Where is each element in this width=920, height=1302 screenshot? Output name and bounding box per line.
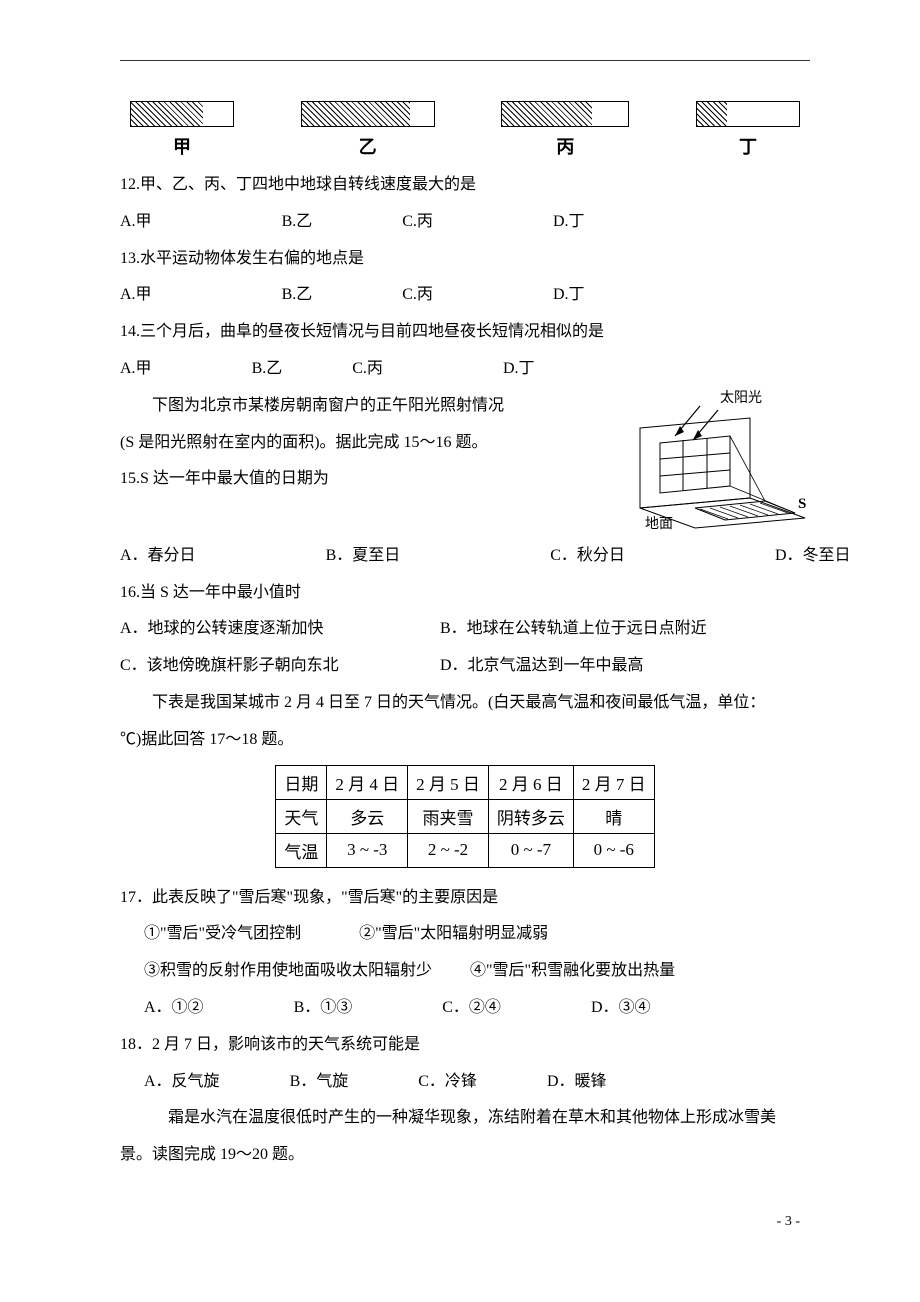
q16-stem: 16.当 S 达一年中最小值时 <box>120 575 810 612</box>
q12-opt-d: D.丁 <box>553 204 585 241</box>
q16-opt-c: C．该地傍晚旗杆影子朝向东北 <box>120 648 440 685</box>
cell: 阴转多云 <box>488 799 573 833</box>
q12-opt-a: A.甲 <box>120 204 152 241</box>
q16-opt-b: B．地球在公转轨道上位于远日点附近 <box>440 611 707 648</box>
q13-stem: 13.水平运动物体发生右偏的地点是 <box>120 241 810 278</box>
th-d2: 2 月 5 日 <box>408 765 489 799</box>
bar-bing-label: 丙 <box>556 133 574 159</box>
bar-yi-hatched <box>302 102 410 126</box>
th-d3: 2 月 6 日 <box>488 765 573 799</box>
q15-opt-b: B．夏至日 <box>326 538 401 575</box>
table-header-row: 日期 2 月 4 日 2 月 5 日 2 月 6 日 2 月 7 日 <box>276 765 654 799</box>
q14-stem: 14.三个月后，曲阜的昼夜长短情况与目前四地昼夜长短情况相似的是 <box>120 314 810 351</box>
passage17-l2: ℃)据此回答 17～18 题。 <box>120 722 810 759</box>
passage19-l2: 景。读图完成 19～20 题。 <box>120 1137 810 1174</box>
q18-opt-b: B．气旋 <box>290 1064 349 1101</box>
cell: 0 ~ -7 <box>488 833 573 867</box>
q17-s3: ③积雪的反射作用使地面吸收太阳辐射少 <box>144 962 432 979</box>
bar-ding: 丁 <box>696 101 800 159</box>
q15-opt-c: C．秋分日 <box>550 538 625 575</box>
s-label: S <box>798 496 806 512</box>
q18-options: A．反气旋 B．气旋 C．冷锋 D．暖锋 <box>120 1064 810 1101</box>
q13-opt-b: B.乙 <box>282 277 313 314</box>
q16-opt-a: A．地球的公转速度逐渐加快 <box>120 611 440 648</box>
q14-opt-d: D.丁 <box>503 351 535 388</box>
bar-bing-blank <box>592 102 628 126</box>
th-d4: 2 月 7 日 <box>573 765 654 799</box>
q17-s4: ④"雪后"积雪融化要放出热量 <box>470 962 675 979</box>
q17-options: A．①② B．①③ C．②④ D．③④ <box>120 990 810 1027</box>
bar-jia-hatched <box>131 102 203 126</box>
cell-temp-label: 气温 <box>276 833 327 867</box>
q15-stem: 15.S 达一年中最大值的日期为 <box>120 461 590 498</box>
q17-s1: ①"雪后"受冷气团控制 <box>144 925 301 942</box>
q14-opt-b: B.乙 <box>252 351 283 388</box>
bar-bing-hatched <box>502 102 592 126</box>
q13-opt-a: A.甲 <box>120 277 152 314</box>
q12-options: A.甲 B.乙 C.丙 D.丁 <box>120 204 810 241</box>
cell: 2 ~ -2 <box>408 833 489 867</box>
q15-options: A．春分日 B．夏至日 C．秋分日 D．冬至日 <box>120 538 810 575</box>
cell: 晴 <box>573 799 654 833</box>
cell: 多云 <box>327 799 408 833</box>
q17-stem: 17．此表反映了"雪后寒"现象，"雪后寒"的主要原因是 <box>120 880 810 917</box>
q17-opt-a: A．①② <box>144 990 204 1027</box>
q17-s2: ②"雪后"太阳辐射明显减弱 <box>359 925 548 942</box>
q16-options-row1: A．地球的公转速度逐渐加快 B．地球在公转轨道上位于远日点附近 <box>120 611 810 648</box>
q14-opt-a: A.甲 <box>120 351 152 388</box>
th-d1: 2 月 4 日 <box>327 765 408 799</box>
window-sunlight-figure: 太阳光 S 地面 <box>600 388 810 538</box>
q13-options: A.甲 B.乙 C.丙 D.丁 <box>120 277 810 314</box>
bar-jia-label: 甲 <box>173 133 191 159</box>
q17-opt-d: D．③④ <box>591 990 651 1027</box>
bar-ding-hatched <box>697 102 727 126</box>
passage19-l1: 霜是水汽在温度很低时产生的一种凝华现象，冻结附着在草木和其他物体上形成冰雪美 <box>120 1100 810 1137</box>
q17-opt-c: C．②④ <box>442 990 501 1027</box>
th-date: 日期 <box>276 765 327 799</box>
cell-weather-label: 天气 <box>276 799 327 833</box>
bar-ding-label: 丁 <box>739 133 757 159</box>
q12-opt-c: C.丙 <box>402 204 433 241</box>
q15-opt-a: A．春分日 <box>120 538 196 575</box>
q12-opt-b: B.乙 <box>282 204 313 241</box>
ground-label: 地面 <box>645 516 673 532</box>
q17-statements-row1: ①"雪后"受冷气团控制 ②"雪后"太阳辐射明显减弱 <box>120 916 810 953</box>
bar-jia: 甲 <box>130 101 234 159</box>
sun-label: 太阳光 <box>720 390 762 406</box>
q13-opt-d: D.丁 <box>553 277 585 314</box>
q14-opt-c: C.丙 <box>352 351 383 388</box>
q16-options-row2: C．该地傍晚旗杆影子朝向东北 D．北京气温达到一年中最高 <box>120 648 810 685</box>
q14-options: A.甲 B.乙 C.丙 D.丁 <box>120 351 810 388</box>
passage17-l1: 下表是我国某城市 2 月 4 日至 7 日的天气情况。(白天最高气温和夜间最低气… <box>120 685 810 722</box>
top-rule <box>120 60 810 61</box>
cell: 0 ~ -6 <box>573 833 654 867</box>
q18-opt-a: A．反气旋 <box>144 1064 220 1101</box>
q16-opt-d: D．北京气温达到一年中最高 <box>440 648 644 685</box>
q13-opt-c: C.丙 <box>402 277 433 314</box>
weather-table: 日期 2 月 4 日 2 月 5 日 2 月 6 日 2 月 7 日 天气 多云… <box>275 765 654 868</box>
bar-bing: 丙 <box>501 101 629 159</box>
q18-opt-c: C．冷锋 <box>418 1064 477 1101</box>
bar-ding-blank <box>727 102 799 126</box>
bar-jia-blank <box>203 102 233 126</box>
q17-opt-b: B．①③ <box>294 990 353 1027</box>
page-number: - 3 - <box>120 1214 810 1230</box>
q12-stem: 12.甲、乙、丙、丁四地中地球自转线速度最大的是 <box>120 167 810 204</box>
bar-yi-blank <box>410 102 434 126</box>
bar-yi: 乙 <box>301 101 435 159</box>
passage15-l2: (S 是阳光照射在室内的面积)。据此完成 15～16 题。 <box>120 425 590 462</box>
daylight-bars: 甲 乙 丙 丁 <box>130 101 800 159</box>
q17-statements-row2: ③积雪的反射作用使地面吸收太阳辐射少 ④"雪后"积雪融化要放出热量 <box>120 953 810 990</box>
cell: 雨夹雪 <box>408 799 489 833</box>
table-row: 气温 3 ~ -3 2 ~ -2 0 ~ -7 0 ~ -6 <box>276 833 654 867</box>
q15-opt-d: D．冬至日 <box>775 538 851 575</box>
cell: 3 ~ -3 <box>327 833 408 867</box>
bar-yi-label: 乙 <box>359 133 377 159</box>
table-row: 天气 多云 雨夹雪 阴转多云 晴 <box>276 799 654 833</box>
q18-stem: 18．2 月 7 日，影响该市的天气系统可能是 <box>120 1027 810 1064</box>
passage15-l1: 下图为北京市某楼房朝南窗户的正午阳光照射情况 <box>120 388 590 425</box>
q18-opt-d: D．暖锋 <box>547 1064 607 1101</box>
